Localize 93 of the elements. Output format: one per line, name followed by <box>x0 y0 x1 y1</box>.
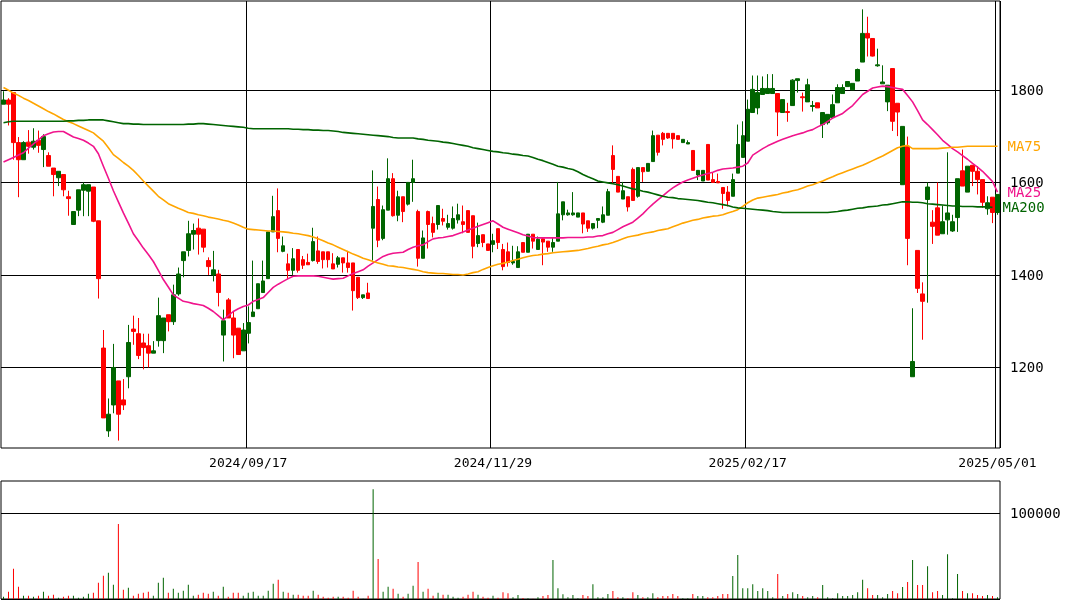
x-tick-label: 2024/09/17 <box>209 455 288 470</box>
y-tick-label: 1200 <box>1010 359 1044 376</box>
candlestick <box>591 223 595 231</box>
candlestick <box>216 269 221 307</box>
candlestick <box>731 173 735 197</box>
candlestick <box>401 196 405 223</box>
candlestick <box>481 234 485 248</box>
candlestick <box>521 242 525 253</box>
candlestick <box>621 181 625 200</box>
y-tick-label: 1800 <box>1010 81 1044 98</box>
candlestick <box>995 193 1000 216</box>
candlestick <box>151 340 156 354</box>
series-label: MA200 <box>1002 199 1045 216</box>
candlestick <box>416 209 420 268</box>
candlestick <box>491 233 495 253</box>
candlestick <box>910 307 915 378</box>
x-tick-label: 2024/11/29 <box>453 455 533 470</box>
candlestick <box>131 315 136 346</box>
candlestick <box>965 165 970 193</box>
candlestick <box>56 170 61 187</box>
candlestick <box>111 343 116 414</box>
y-tick-label: 100000 <box>1010 505 1061 522</box>
candlestick <box>336 255 340 269</box>
candlestick <box>436 205 440 231</box>
candlestick <box>885 84 890 112</box>
candlestick <box>396 190 400 222</box>
candlestick <box>860 8 865 63</box>
x-tick-label: 2025/02/17 <box>708 455 787 470</box>
candlestick <box>126 324 131 389</box>
candlestick <box>785 102 790 123</box>
candlestick <box>950 214 955 233</box>
series-label: MA75 <box>1007 138 1042 155</box>
candlestick <box>71 211 76 225</box>
candlestick <box>780 99 785 114</box>
candlestick <box>775 93 780 137</box>
line-series <box>2 86 999 276</box>
candlestick <box>101 329 106 419</box>
candlestick <box>810 100 815 113</box>
candlestick <box>1 90 6 105</box>
line-series <box>2 85 999 321</box>
candlestick <box>36 130 41 154</box>
candlestick <box>651 130 655 163</box>
candlestick <box>331 252 335 270</box>
candlestick <box>361 294 365 300</box>
candlestick <box>875 48 880 68</box>
candlestick <box>486 243 490 251</box>
candlestick <box>646 162 650 172</box>
candlestick <box>286 253 290 280</box>
candlestick <box>421 230 425 259</box>
candlestick <box>291 247 295 276</box>
candlestick <box>441 208 445 226</box>
candlestick <box>251 260 255 318</box>
candlestick <box>206 256 211 276</box>
candlestick <box>276 187 280 253</box>
candlestick <box>476 222 480 248</box>
candlestick <box>221 309 226 362</box>
candlestick <box>211 250 216 282</box>
candlestick <box>66 190 71 217</box>
candlestick <box>691 149 695 171</box>
candlestick <box>815 102 820 109</box>
x-tick-label: 2025/05/01 <box>958 455 1037 470</box>
candlestick <box>536 236 540 250</box>
candlestick <box>391 172 395 218</box>
candlestick <box>281 236 285 253</box>
candlestick <box>551 236 555 253</box>
candlestick <box>920 281 925 341</box>
candlestick <box>26 129 31 155</box>
candlestick <box>611 144 615 184</box>
candlestick <box>855 68 860 82</box>
candlestick <box>990 196 995 224</box>
candlestick <box>496 228 500 250</box>
candlestick <box>641 167 645 183</box>
candlestick <box>526 233 530 253</box>
candlestick <box>960 149 965 187</box>
candlestick <box>181 251 186 278</box>
candlestick <box>900 125 905 186</box>
candlestick <box>800 92 805 113</box>
candlestick <box>376 186 380 248</box>
candlestick <box>371 169 375 262</box>
candlestick <box>46 151 51 167</box>
candlestick <box>636 167 640 199</box>
candlestick <box>880 64 885 85</box>
candlestick <box>311 227 315 263</box>
candlestick <box>366 282 370 300</box>
candlestick <box>915 249 920 294</box>
candlestick <box>805 78 810 103</box>
y-tick-label: 1400 <box>1010 266 1044 283</box>
candlestick <box>41 133 46 168</box>
candlestick <box>51 167 56 197</box>
candlestick <box>61 174 66 197</box>
candlestick <box>166 314 171 332</box>
candlestick <box>905 136 910 266</box>
candlestick <box>106 397 111 438</box>
